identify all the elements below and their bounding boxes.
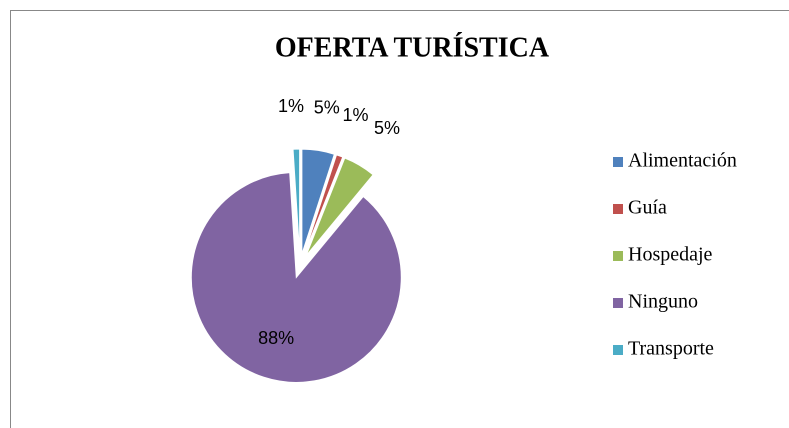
legend-swatch (613, 204, 623, 214)
legend-swatch (613, 251, 623, 261)
chart-title: OFERTA TURÍSTICA (275, 32, 550, 63)
pie-slice (303, 154, 344, 255)
pie-slice (301, 148, 335, 255)
data-label: 5% (374, 118, 400, 138)
data-label: 88% (258, 328, 294, 348)
data-label: 1% (342, 105, 368, 125)
legend-swatch (613, 345, 623, 355)
legend-swatch (613, 157, 623, 167)
pie-slice (305, 157, 374, 256)
data-label: 5% (314, 98, 340, 118)
legend-label: Transporte (628, 338, 714, 360)
legend-label: Ninguno (628, 291, 698, 313)
chart-border (10, 10, 789, 428)
legend-label: Alimentación (628, 150, 737, 172)
legend-label: Guía (628, 197, 667, 219)
data-label: 1% (278, 96, 304, 116)
pie-slice (292, 148, 301, 255)
legend-label: Hospedaje (628, 244, 713, 266)
legend-swatch (613, 298, 623, 308)
pie-slice (190, 172, 402, 383)
